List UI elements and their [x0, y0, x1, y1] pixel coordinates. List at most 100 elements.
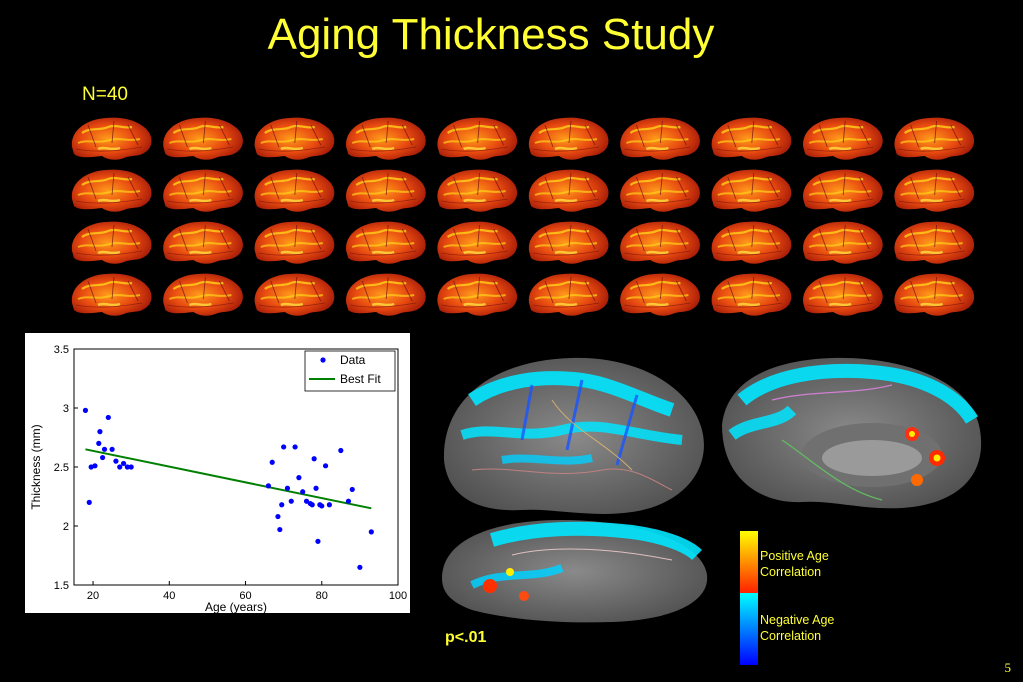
- negative-correlation-label: Negative Age Correlation: [760, 612, 880, 644]
- brain-thumbnail: [618, 116, 702, 161]
- data-point: [86, 499, 92, 505]
- brain-thumbnail: [710, 168, 793, 213]
- brain-thumbnail: [161, 116, 245, 161]
- data-point: [281, 444, 287, 450]
- data-point: [97, 429, 103, 435]
- brain-thumbnail: [893, 272, 976, 317]
- data-point: [326, 502, 332, 508]
- data-point: [82, 407, 89, 413]
- brain-thumbnail: [344, 272, 427, 317]
- data-point: [313, 485, 319, 491]
- brain-thumbnail: [253, 220, 336, 265]
- slide-title: Aging Thickness Study: [267, 10, 715, 59]
- y-tick-label: 2: [63, 521, 69, 533]
- data-point: [315, 538, 321, 544]
- legend-data-label: Data: [340, 353, 366, 367]
- data-point: [300, 489, 306, 495]
- thickness-age-plot: 1.5 2 2.5 3 3.5 20 40 60 80 100 Data Best Fit Ag…: [25, 333, 410, 614]
- data-point: [117, 464, 123, 470]
- correlation-colorbar: [740, 531, 758, 665]
- positive-correlation-label: Positive Age Correlation: [760, 548, 880, 580]
- data-point: [275, 513, 281, 520]
- brain-thumbnail: [527, 116, 610, 161]
- lateral-surface: [443, 357, 704, 514]
- brain-thumbnail: [893, 116, 976, 161]
- data-point: [368, 529, 374, 535]
- brain-thumbnail: [710, 116, 793, 161]
- legend-data-marker: [320, 357, 326, 363]
- brain-thumbnail: [70, 168, 153, 213]
- data-point: [338, 447, 344, 454]
- brain-thumbnail: [527, 220, 610, 265]
- brain-thumbnail: [618, 168, 702, 213]
- x-axis-label: Age (years): [205, 600, 267, 613]
- legend-fit-label: Best Fit: [340, 372, 381, 386]
- p-value-label: p<.01: [445, 629, 487, 646]
- negative-colorbar: [740, 593, 758, 665]
- brain-thumbnail: [70, 272, 153, 317]
- data-point: [265, 483, 271, 489]
- brain-thumbnail: [253, 272, 336, 317]
- data-point: [105, 414, 111, 421]
- x-tick-label: 80: [316, 590, 328, 602]
- brain-thumbnail: [801, 168, 884, 213]
- cortical-surface-maps: [442, 357, 982, 623]
- data-point: [284, 485, 291, 491]
- chart-legend: Data Best Fit: [304, 350, 396, 392]
- data-point: [345, 498, 352, 504]
- brain-thumbnail: [161, 168, 245, 213]
- data-point: [92, 463, 98, 469]
- data-point: [349, 486, 355, 493]
- y-tick-label: 1.5: [54, 580, 69, 592]
- positive-colorbar: [740, 531, 758, 593]
- y-tick-label: 2.5: [54, 462, 69, 474]
- data-point: [296, 475, 302, 481]
- brain-thumbnail: [253, 168, 336, 213]
- data-point: [113, 458, 119, 464]
- sample-size-label: N=40: [82, 84, 128, 105]
- x-tick-label: 20: [87, 590, 99, 602]
- data-point: [311, 456, 317, 462]
- negative-correlation-text: Negative Age Correlation: [760, 613, 835, 643]
- ventral-surface: [442, 520, 708, 623]
- data-point: [357, 564, 363, 570]
- y-tick-label: 3: [63, 403, 69, 415]
- brain-thumbnail: [801, 272, 884, 317]
- data-point: [269, 459, 275, 465]
- data-point: [124, 464, 130, 470]
- brain-thumbnail: [436, 116, 519, 161]
- brain-thumbnail: [527, 272, 610, 317]
- data-point: [99, 454, 106, 461]
- brain-thumbnail: [801, 116, 884, 161]
- brain-thumbnail: [161, 272, 245, 317]
- data-point: [292, 444, 298, 450]
- data-point: [120, 460, 127, 467]
- x-tick-label: 100: [389, 590, 407, 602]
- data-point: [319, 503, 325, 509]
- data-point: [303, 498, 310, 504]
- brain-thumbnail: [344, 116, 427, 161]
- brain-thumbnail: [344, 220, 427, 265]
- data-point: [96, 440, 102, 446]
- scatter-chart: 1.5 2 2.5 3 3.5 20 40 60 80 100 Data Best Fit Ag…: [29, 344, 407, 614]
- brain-thumbnail: [436, 272, 519, 317]
- data-point: [109, 446, 115, 452]
- data-point: [101, 446, 108, 452]
- brain-thumbnail: [893, 168, 976, 213]
- brain-thickness-grid: [70, 116, 976, 317]
- data-point: [322, 463, 329, 469]
- page-number: 5: [1004, 660, 1012, 675]
- x-tick-label: 60: [239, 590, 251, 602]
- brain-thumbnail: [618, 272, 702, 317]
- data-point: [288, 498, 294, 504]
- brain-thumbnail: [710, 272, 793, 317]
- brain-thumbnail: [70, 116, 153, 161]
- best-fit-line: [85, 448, 372, 510]
- medial-surface: [722, 357, 982, 509]
- data-point: [309, 502, 315, 508]
- data-point: [128, 464, 134, 470]
- brain-thumbnail: [710, 220, 793, 265]
- y-tick-label: 3.5: [54, 344, 69, 356]
- brain-thumbnail: [618, 220, 702, 265]
- brain-thumbnail: [161, 220, 245, 265]
